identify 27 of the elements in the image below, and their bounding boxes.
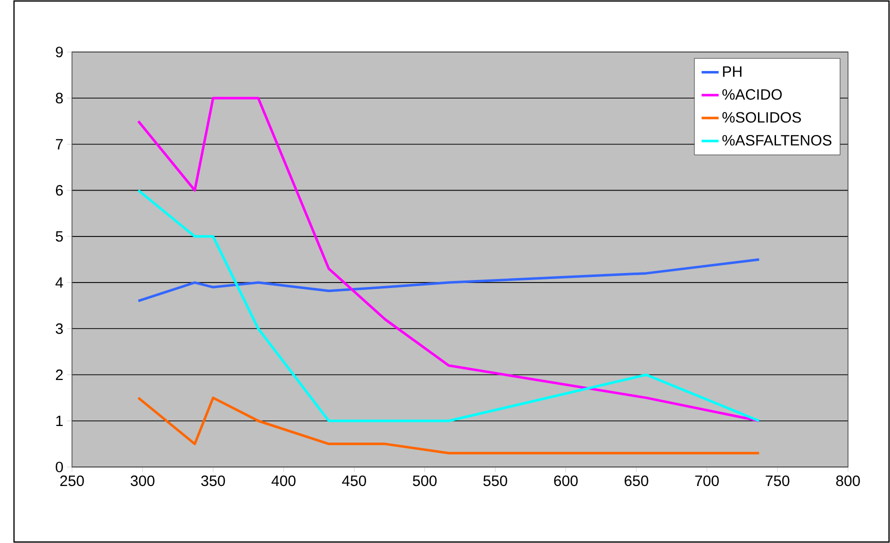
legend-label: PH: [723, 66, 742, 77]
x-tick-label: 750: [766, 476, 790, 486]
y-tick-label: 4: [56, 277, 64, 288]
x-tick-label: 250: [60, 476, 84, 486]
legend-label: %SOLIDOS: [722, 112, 801, 123]
x-tick-label: 550: [483, 476, 508, 486]
y-tick-label: 2: [56, 370, 63, 380]
line-series: [137, 258, 760, 302]
x-tick-label: 800: [836, 476, 860, 486]
y-tick-label: 5: [56, 231, 63, 242]
y-tick-label: 8: [56, 92, 63, 104]
legend-label: %ACIDO: [722, 89, 782, 100]
y-tick-label: 0: [56, 462, 63, 472]
y-tick-label: 7: [56, 139, 63, 150]
y-tick-label: 3: [56, 323, 63, 334]
x-tick-label: 700: [695, 476, 719, 486]
y-tick-label: 1: [56, 416, 63, 426]
y-tick-label: 9: [56, 46, 63, 58]
x-tick-label: 450: [342, 476, 366, 486]
x-tick-label: 300: [130, 476, 154, 486]
x-tick-label: 650: [624, 476, 648, 486]
x-tick-label: 500: [412, 476, 437, 486]
x-tick-label: 400: [272, 476, 296, 486]
x-tick-label: 350: [201, 476, 225, 486]
x-tick-label: 600: [554, 476, 578, 486]
legend-label: %ASFALTENOS: [722, 134, 832, 146]
y-tick-label: 6: [56, 185, 63, 196]
